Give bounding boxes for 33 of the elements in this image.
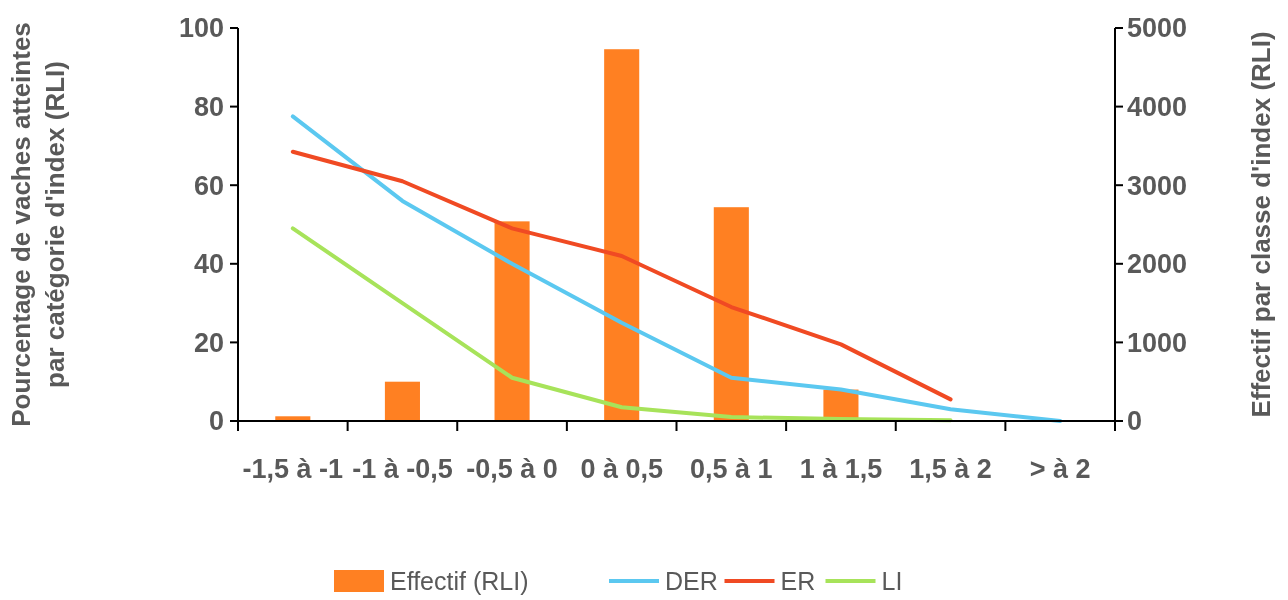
line-series — [290, 226, 953, 423]
legend-label: DER — [665, 567, 718, 595]
bar — [713, 207, 749, 421]
y2-axis-title: Effectif par classe d'index (RLI) — [1246, 31, 1276, 418]
y-tick-label: 20 — [193, 327, 224, 358]
y-tick-label: 80 — [193, 92, 224, 123]
x-tick-label: 1 à 1,5 — [799, 454, 883, 484]
legend-label: LI — [881, 567, 903, 595]
x-tick-label: 1,5 à 2 — [909, 454, 992, 484]
legend-label: Effectif (RLI) — [390, 567, 529, 595]
x-tick-label: 0 à 0,5 — [580, 454, 663, 484]
y2-tick-label: 3000 — [1127, 170, 1188, 201]
legend-label: ER — [780, 567, 816, 595]
bar — [604, 49, 640, 421]
x-tick-label: > à 2 — [1029, 454, 1091, 484]
y-tick-label: 0 — [208, 406, 224, 437]
line-series — [290, 114, 1063, 423]
bar — [494, 221, 530, 421]
x-tick-label: 0,5 à 1 — [690, 454, 773, 484]
y-tick-label: 40 — [193, 249, 224, 280]
y2-tick-label: 5000 — [1127, 13, 1188, 44]
x-tick-label: -1,5 à -1 — [242, 454, 344, 484]
y2-tick-label: 0 — [1127, 406, 1143, 437]
x-tick-label: -0,5 à 0 — [466, 454, 558, 484]
y-tick-label: 100 — [178, 13, 224, 44]
y2-tick-label: 1000 — [1127, 327, 1188, 358]
x-tick-label: -1 à -0,5 — [352, 454, 453, 484]
y-tick-label: 60 — [193, 170, 224, 201]
y2-tick-label: 2000 — [1127, 249, 1188, 280]
y2-tick-label: 4000 — [1127, 92, 1188, 123]
bar — [384, 381, 420, 421]
y-axis-title: Pourcentage de vaches atteintes par catégorie d'index (RLI) — [6, 22, 70, 427]
line-series — [290, 149, 953, 402]
